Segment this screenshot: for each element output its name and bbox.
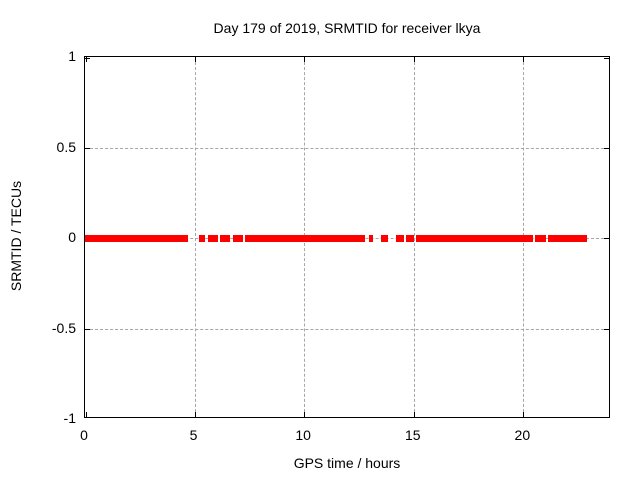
data-segment [208,234,219,242]
data-segment [548,234,588,242]
x-tick-label: 5 [189,427,198,443]
tick-mark [304,57,306,62]
tick-mark [523,412,525,417]
data-segment [369,234,374,242]
tick-mark [86,57,87,62]
y-tick-label: -1 [63,410,76,426]
tick-mark [604,417,609,418]
y-tick-label: 0.5 [56,138,76,155]
tick-mark [523,57,525,62]
tick-mark [413,412,415,417]
x-tick-label: 20 [514,427,531,443]
tick-mark [85,328,90,330]
y-tick-label: 0 [68,229,76,245]
data-segment [85,234,188,242]
tick-mark [194,57,196,62]
gridline [413,57,415,417]
gridline [85,328,609,330]
y-tick-label: 1 [68,48,76,64]
tick-mark [194,412,196,417]
x-axis-label: GPS time / hours [293,455,401,471]
tick-mark [604,58,609,59]
data-segment [406,234,415,242]
gridline [85,147,609,149]
x-tick-label: 10 [295,427,311,443]
tick-mark [604,147,609,149]
data-segment [245,234,366,242]
data-segment [199,234,206,242]
tick-mark [86,412,87,417]
data-segment [535,234,547,242]
data-segment [220,234,231,242]
gridline [194,57,196,417]
tick-mark [85,147,90,149]
y-tick-label: -0.5 [51,319,76,336]
plot-area [84,56,610,418]
tick-mark [85,58,90,59]
data-segment [381,234,389,242]
y-axis-label: SRMTID / TECUs [8,180,24,292]
x-tick-label: 0 [80,427,88,443]
tick-mark [604,328,609,330]
tick-mark [304,412,306,417]
tick-mark [413,57,415,62]
data-segment [416,234,534,242]
data-segment [233,234,244,242]
x-tick-label: 15 [404,427,421,443]
data-segment [396,234,405,242]
tick-mark [604,238,609,239]
tick-mark [85,417,90,418]
chart-title: Day 179 of 2019, SRMTID for receiver lky… [213,20,481,36]
